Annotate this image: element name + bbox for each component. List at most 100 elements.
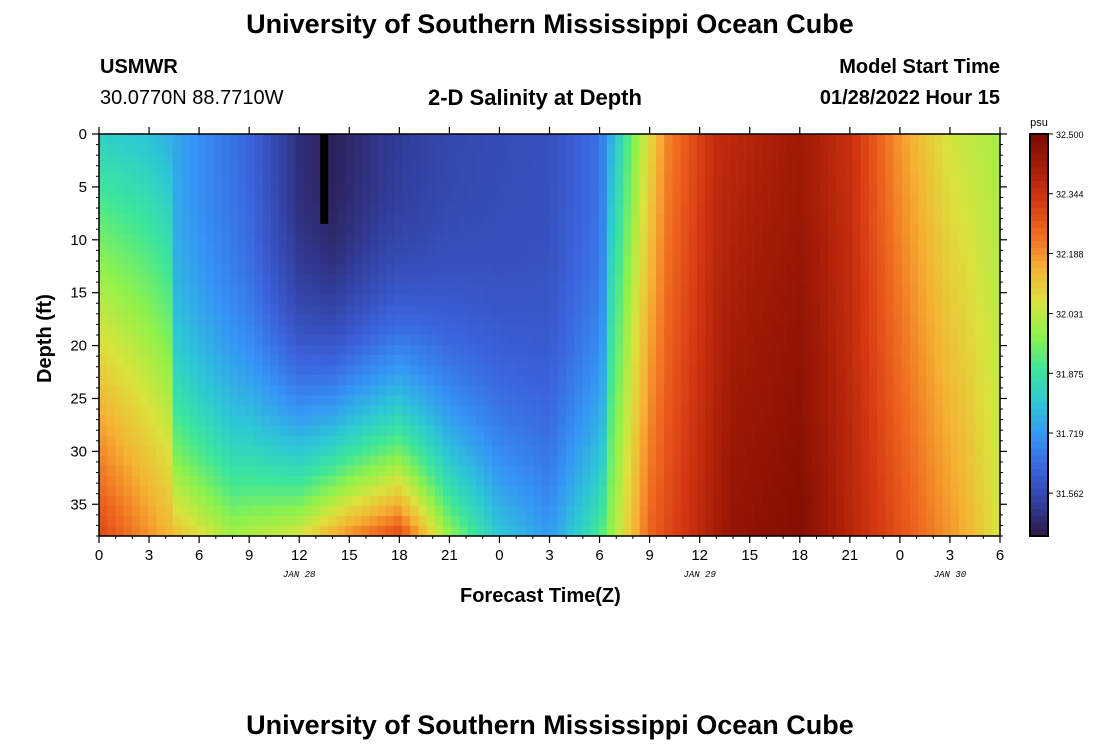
heatmap-cell	[393, 435, 403, 447]
heatmap-cell	[516, 365, 526, 376]
heatmap-cell	[426, 495, 436, 507]
heatmap-cell	[221, 425, 231, 437]
heatmap-cell	[860, 405, 870, 416]
heatmap-cell	[279, 194, 288, 205]
heatmap-cell	[934, 284, 944, 296]
heatmap-cell	[598, 505, 608, 517]
heatmap-cell	[778, 385, 788, 396]
heatmap-cell	[901, 415, 911, 427]
heatmap-cell	[959, 405, 968, 416]
heatmap-cell	[983, 144, 993, 155]
heatmap-cell	[180, 425, 190, 437]
heatmap-cell	[279, 294, 288, 306]
heatmap-cell	[770, 415, 780, 427]
heatmap-cell	[631, 284, 641, 296]
heatmap-cell	[852, 134, 862, 145]
heatmap-cell	[402, 144, 411, 155]
heatmap-cell	[426, 134, 436, 145]
colorbar-segment	[1030, 509, 1048, 517]
heatmap-cell	[598, 324, 608, 336]
heatmap-cell	[827, 445, 837, 457]
heatmap-cell	[647, 284, 657, 296]
heatmap-cell	[336, 385, 346, 396]
heatmap-cell	[197, 164, 207, 175]
heatmap-cell	[975, 515, 985, 527]
heatmap-cell	[385, 284, 395, 296]
heatmap-cell	[827, 365, 837, 376]
heatmap-cell	[524, 455, 534, 467]
heatmap-cell	[918, 194, 927, 205]
heatmap-cell	[164, 304, 174, 316]
heatmap-cell	[844, 294, 854, 306]
heatmap-cell	[508, 234, 518, 246]
heatmap-cell	[680, 455, 690, 467]
heatmap-cell	[655, 294, 665, 306]
heatmap-cell	[467, 465, 477, 477]
heatmap-cell	[688, 294, 698, 306]
heatmap-cell	[320, 485, 329, 497]
heatmap-cell	[426, 194, 436, 205]
heatmap-cell	[827, 184, 837, 195]
heatmap-cell	[402, 134, 411, 145]
heatmap-cell	[279, 314, 288, 326]
heatmap-cell	[443, 254, 452, 266]
heatmap-cell	[320, 455, 329, 467]
heatmap-cell	[328, 485, 338, 497]
heatmap-cell	[590, 294, 600, 306]
heatmap-cell	[901, 335, 911, 346]
heatmap-cell	[574, 435, 583, 447]
heatmap-cell	[721, 144, 731, 155]
heatmap-cell	[361, 134, 370, 145]
heatmap-cell	[901, 435, 911, 447]
heatmap-cell	[868, 284, 878, 296]
heatmap-cell	[827, 174, 837, 185]
heatmap-cell	[287, 284, 297, 296]
colorbar-tick-label: 32.500	[1056, 130, 1084, 140]
heatmap-cell	[967, 204, 977, 215]
heatmap-cell	[295, 515, 305, 527]
heatmap-cell	[230, 134, 239, 145]
heatmap-cell	[139, 274, 149, 286]
heatmap-cell	[959, 485, 968, 497]
heatmap-cell	[221, 154, 231, 165]
heatmap-cell	[631, 345, 641, 356]
heatmap-cell	[803, 264, 813, 276]
heatmap-cell	[172, 515, 182, 527]
heatmap-cell	[868, 485, 878, 497]
heatmap-cell	[590, 425, 600, 437]
heatmap-cell	[574, 425, 583, 437]
heatmap-cell	[950, 445, 960, 457]
heatmap-cell	[729, 345, 739, 356]
heatmap-cell	[975, 475, 985, 487]
heatmap-cell	[336, 234, 346, 246]
heatmap-cell	[369, 314, 379, 326]
heatmap-cell	[246, 375, 256, 386]
heatmap-cell	[385, 495, 395, 507]
heatmap-cell	[508, 385, 518, 396]
heatmap-cell	[737, 375, 747, 386]
heatmap-cell	[434, 184, 444, 195]
heatmap-cell	[238, 465, 248, 477]
heatmap-cell	[762, 365, 772, 376]
heatmap-cell	[737, 244, 747, 256]
heatmap-cell	[393, 214, 403, 226]
heatmap-cell	[991, 304, 1001, 316]
date-label: JAN 30	[934, 570, 967, 580]
heatmap-cell	[819, 314, 829, 326]
heatmap-cell	[492, 365, 501, 376]
heatmap-cell	[590, 505, 600, 517]
heatmap-cell	[737, 144, 747, 155]
heatmap-cell	[696, 134, 706, 145]
heatmap-cell	[918, 385, 927, 396]
heatmap-cell	[819, 264, 829, 276]
heatmap-cell	[426, 475, 436, 487]
heatmap-cell	[696, 455, 706, 467]
heatmap-cell	[361, 405, 370, 416]
heatmap-cell	[959, 284, 968, 296]
heatmap-cell	[99, 395, 108, 406]
heatmap-cell	[139, 294, 149, 306]
heatmap-cell	[377, 335, 387, 346]
heatmap-cell	[418, 314, 428, 326]
heatmap-cell	[778, 505, 788, 517]
heatmap-cell	[516, 274, 526, 286]
